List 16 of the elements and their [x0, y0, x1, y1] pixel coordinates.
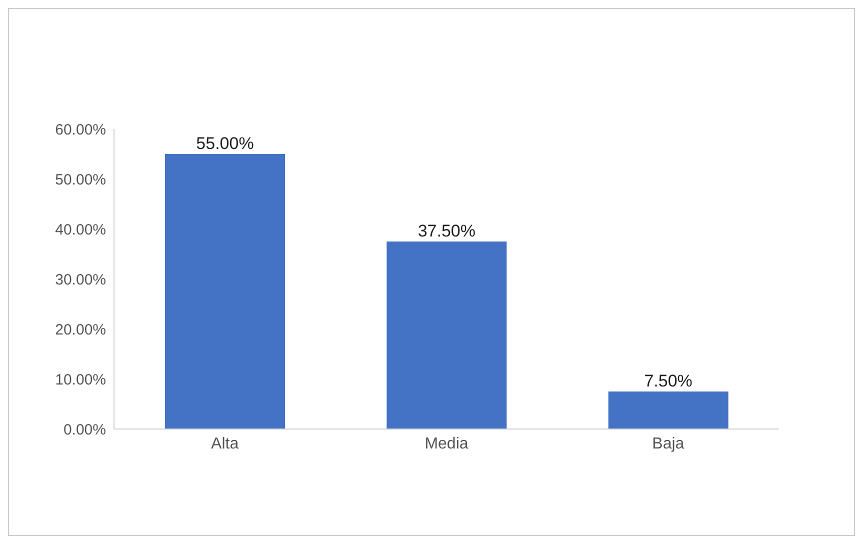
y-tick-label: 20.00% — [55, 321, 106, 338]
x-tick-label: Baja — [652, 435, 684, 452]
data-label: 7.50% — [644, 372, 692, 390]
y-tick-label: 10.00% — [55, 371, 106, 388]
y-tick-label: 50.00% — [55, 171, 106, 188]
y-tick-label: 60.00% — [55, 121, 106, 138]
y-tick-label: 0.00% — [63, 421, 106, 438]
y-tick-label: 40.00% — [55, 221, 106, 238]
y-tick-label: 30.00% — [55, 271, 106, 288]
x-tick-label: Media — [424, 435, 468, 452]
bar — [608, 392, 728, 429]
bar — [165, 154, 285, 429]
data-label: 55.00% — [196, 134, 254, 153]
bar — [386, 242, 507, 429]
x-tick-label: Alta — [211, 435, 239, 452]
data-label: 37.50% — [418, 222, 476, 240]
